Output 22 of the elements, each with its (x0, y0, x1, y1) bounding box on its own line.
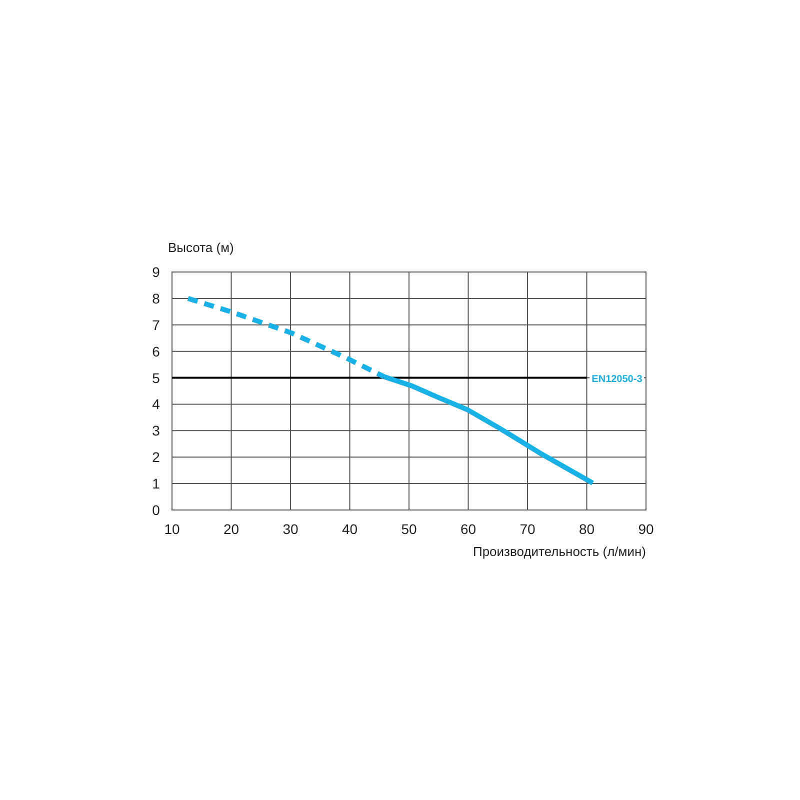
y-axis-title: Высота (м) (168, 240, 234, 255)
x-tick-label: 10 (164, 521, 180, 537)
x-tick-label: 60 (460, 521, 476, 537)
y-tick-label: 0 (152, 502, 160, 518)
y-tick-label: 7 (152, 316, 160, 333)
x-tick-label: 70 (520, 521, 536, 537)
x-tick-label: 40 (342, 521, 358, 537)
x-axis-title: Производительность (л/мин) (472, 544, 646, 559)
x-tick-label: 20 (223, 521, 240, 537)
y-tick-label: 3 (152, 422, 160, 439)
y-tick-label: 5 (152, 370, 160, 386)
x-tick-label: 80 (578, 521, 595, 537)
x-tick-label: 50 (401, 521, 417, 537)
y-tick-label: 2 (152, 449, 160, 466)
y-tick-label: 1 (152, 476, 160, 492)
y-tick-label: 8 (152, 290, 160, 306)
y-tick-label: 9 (152, 264, 160, 280)
y-tick-label: 4 (152, 396, 160, 412)
ref-line-label: EN12050-3 (592, 374, 643, 385)
x-tick-label: 30 (282, 521, 298, 537)
x-tick-label: 90 (638, 521, 654, 537)
y-tick-label: 6 (152, 343, 160, 360)
